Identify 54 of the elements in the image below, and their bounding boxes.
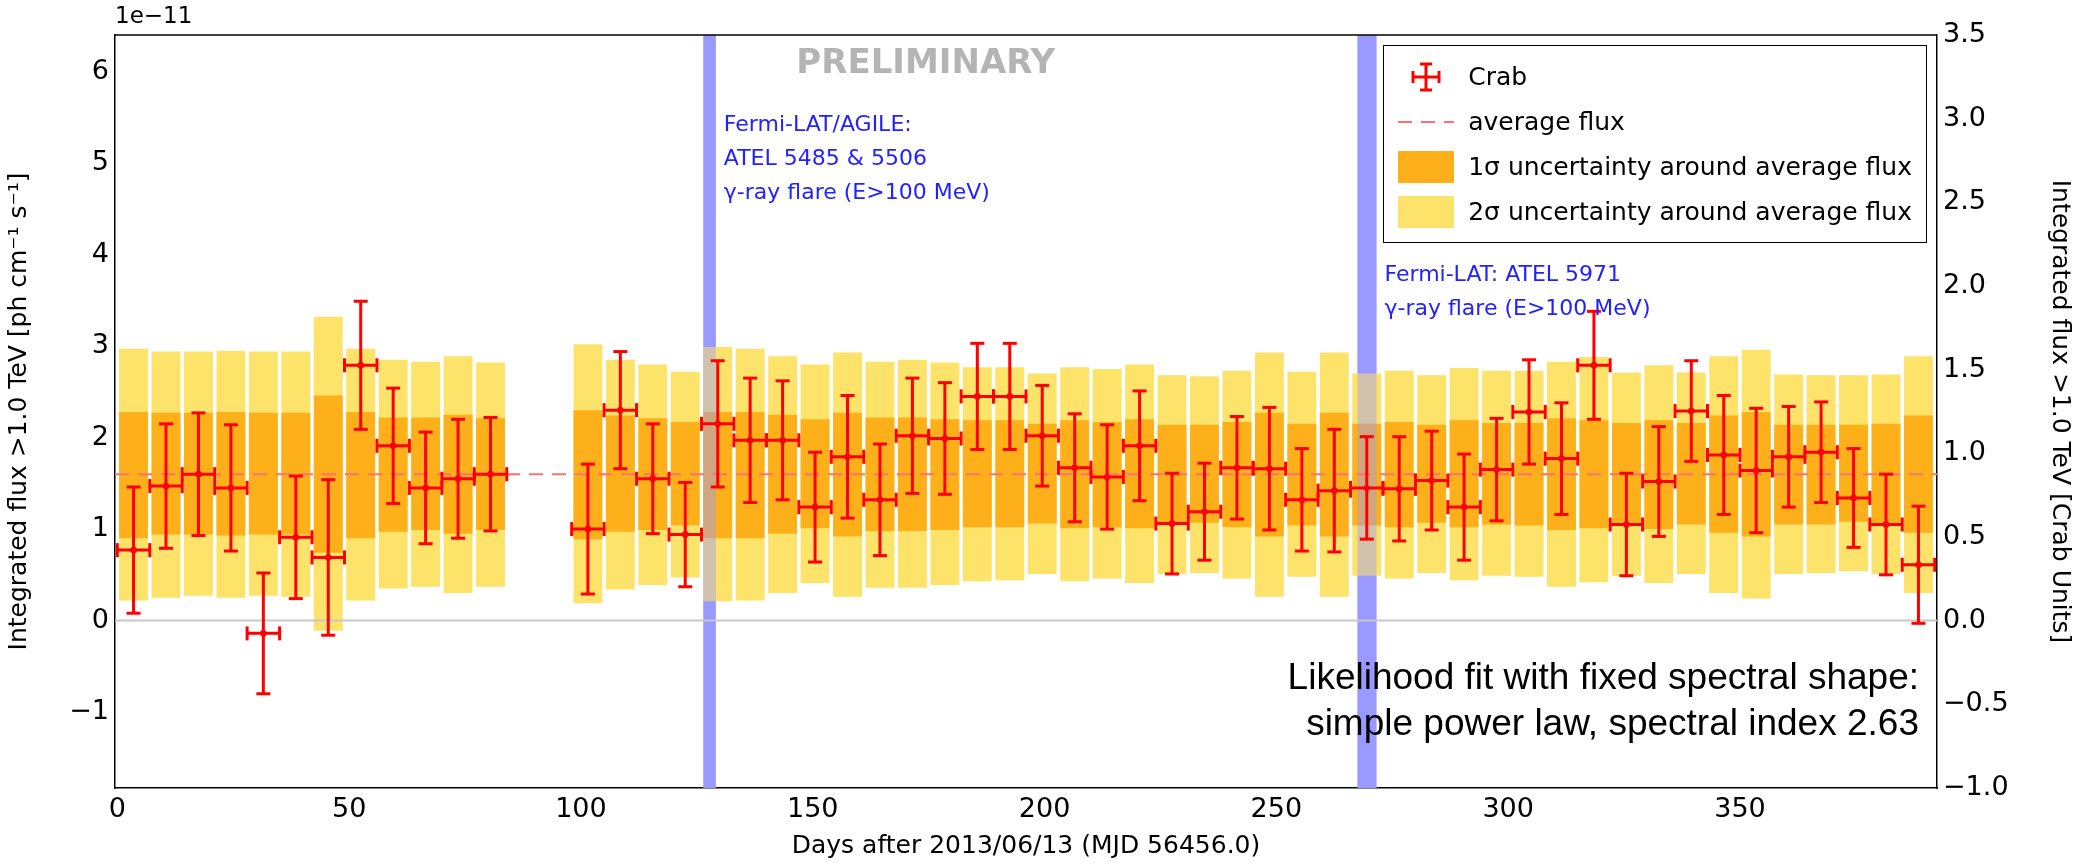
legend-label: 2σ uncertainty around average flux [1468, 197, 1912, 226]
x-tick-label: 250 [1250, 792, 1303, 824]
y2-tick-label: 2.5 [1943, 184, 1986, 216]
bar [1514, 422, 1544, 526]
y2-tick-label: 3.5 [1943, 17, 1986, 49]
bar [248, 412, 278, 535]
y2-tick-label: −0.5 [1943, 686, 2009, 718]
x-tick-label: 50 [331, 792, 367, 824]
bar [995, 420, 1025, 528]
x-axis-title: Days after 2013/06/13 (MJD 56456.0) [791, 829, 1261, 859]
bar [605, 415, 635, 532]
annotation: PRELIMINARY [796, 40, 1056, 81]
band-label: Fermi-LAT/AGILE: ATEL 5485 & 5506 γ-ray flare (E>100 MeV) [723, 110, 990, 204]
bar [962, 420, 992, 528]
x-tick-label: 150 [786, 792, 839, 824]
bar [1611, 422, 1641, 526]
band-label: Fermi-LAT: ATEL 5971 γ-ray flare (E>100 MeV) [1384, 261, 1651, 321]
bar [119, 411, 148, 539]
legend-label: 1σ uncertainty around average flux [1468, 152, 1912, 181]
bar [1579, 420, 1609, 529]
y-tick-label: 6 [91, 53, 109, 85]
x-tick-label: 100 [555, 792, 607, 824]
y2-tick-label: 1.5 [1943, 351, 1986, 383]
bar [573, 410, 603, 540]
bar [1904, 415, 1933, 533]
x-tick-label: 300 [1482, 792, 1534, 824]
y2-tick-label: 1.0 [1943, 435, 1986, 467]
y2-tick-label: 0.0 [1943, 602, 1986, 634]
text: 1e−11 [115, 2, 193, 29]
y-tick-label: 2 [91, 419, 109, 451]
x-tick-label: 200 [1018, 792, 1071, 824]
x-tick-label: 350 [1714, 792, 1766, 824]
y-tick-label: 5 [91, 145, 109, 177]
y-tick-label: 3 [91, 328, 109, 360]
bar [1157, 424, 1187, 523]
legend-label: Crab [1468, 62, 1528, 91]
bar [313, 395, 343, 553]
y2-tick-label: −1.0 [1943, 770, 2009, 802]
y-tick-label: 0 [91, 602, 109, 634]
legend-label: average flux [1468, 107, 1625, 136]
annotation: Likelihood fit with fixed spectral shape: simple power law, spectral index 2.63 [1287, 655, 1919, 743]
bar [346, 411, 376, 539]
y-axis-title: Integrated flux >1.0 TeV [ph cm⁻¹ s⁻¹] [2, 172, 32, 651]
y-tick-label: −1 [69, 694, 109, 726]
bar [1676, 422, 1706, 525]
bar [670, 422, 700, 526]
y-tick-label: 4 [91, 236, 109, 268]
y-tick-label: 1 [91, 511, 109, 543]
y2-tick-label: 2.0 [1943, 268, 1986, 300]
y2-axis-title: Integrated flux >1.0 TeV [Crab Units] [2046, 179, 2076, 644]
bar [1871, 423, 1901, 525]
y2-tick-label: 0.5 [1943, 519, 1986, 551]
y2-tick-label: 3.0 [1943, 100, 1986, 132]
bar [281, 412, 311, 535]
